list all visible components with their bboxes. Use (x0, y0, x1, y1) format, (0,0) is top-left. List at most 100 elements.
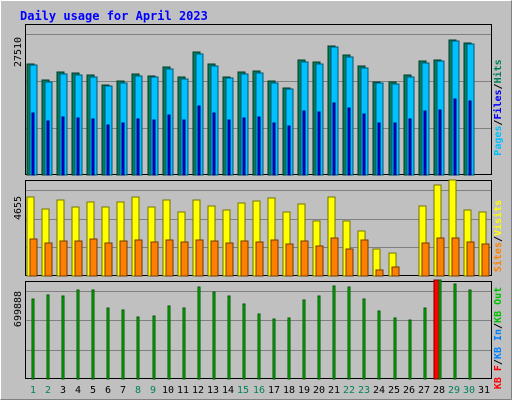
legend-entry-kb-in: KB In (493, 329, 504, 359)
legend-entry-sites: Sites (492, 242, 504, 272)
bar-sites-day-8 (134, 239, 143, 277)
bar-sites-day-24 (375, 269, 384, 277)
legend-separator: / (493, 359, 504, 365)
bar-sites-day-16 (255, 241, 264, 277)
bar-pages-day-5 (91, 118, 95, 176)
bar-sites-day-20 (315, 245, 324, 277)
legend-separator: / (493, 120, 504, 126)
bar-sites-day-23 (360, 239, 369, 277)
bar-pages-day-18 (287, 125, 291, 176)
bar-pages-day-17 (272, 122, 276, 176)
bar-sites-day-5 (89, 238, 98, 277)
bar-sites-day-30 (466, 241, 475, 277)
bar-pages-day-8 (136, 118, 140, 176)
day-label-4: 4 (75, 385, 81, 396)
legend-separator: / (493, 323, 504, 329)
bar-pages-day-4 (76, 117, 80, 176)
bar-pages-day-2 (46, 120, 50, 176)
day-label-18: 18 (283, 385, 295, 396)
bar-pages-day-22 (347, 107, 351, 176)
day-label-13: 13 (207, 385, 219, 396)
bar-kb-out-day-13 (212, 291, 216, 380)
bar-kb-out-day-1 (31, 298, 35, 380)
day-label-19: 19 (298, 385, 310, 396)
bar-sites-day-22 (345, 248, 354, 277)
day-label-1: 1 (30, 385, 36, 396)
day-label-31: 31 (478, 385, 490, 396)
bar-kb-out-day-16 (257, 313, 261, 380)
bar-sites-day-31 (481, 243, 490, 277)
bar-kb-out-day-22 (347, 286, 351, 380)
legend-entry-visits: Visits (492, 200, 504, 236)
bar-kb-out-day-5 (91, 289, 95, 380)
bar-sites-day-19 (300, 240, 309, 277)
bar-kb-out-day-19 (302, 299, 306, 380)
day-label-2: 2 (45, 385, 51, 396)
bar-sites-day-7 (119, 240, 128, 277)
day-label-21: 21 (328, 385, 340, 396)
legend-hits-files-pages: Pages/Files/Hits (492, 59, 504, 155)
bar-sites-day-25 (391, 266, 400, 277)
day-label-24: 24 (373, 385, 385, 396)
day-label-30: 30 (463, 385, 475, 396)
bar-pages-day-10 (167, 114, 171, 176)
bar-pages-day-15 (242, 117, 246, 176)
bar-kb-out-day-6 (106, 307, 110, 380)
day-label-10: 10 (162, 385, 174, 396)
chart-panels: 27510Pages/Files/Hits4655Sites/Visits699… (13, 24, 504, 389)
day-label-9: 9 (150, 385, 156, 396)
day-label-14: 14 (222, 385, 234, 396)
bar-pages-day-20 (317, 111, 321, 176)
bar-kb-out-day-28 (438, 279, 442, 380)
legend-visits-sites: Sites/Visits (492, 200, 504, 272)
bar-pages-day-13 (212, 112, 216, 176)
day-label-23: 23 (358, 385, 370, 396)
bar-sites-day-2 (44, 242, 53, 277)
bar-pages-day-16 (257, 116, 261, 176)
bar-kb-out-day-2 (46, 294, 50, 380)
bar-sites-day-14 (225, 242, 234, 277)
day-label-29: 29 (448, 385, 460, 396)
legend-kbin-kbout-kbf: KB F/KB In/KB Out (493, 287, 504, 389)
bar-kb-out-day-30 (468, 289, 472, 380)
bar-kb-out-day-26 (408, 319, 412, 380)
bar-sites-day-21 (330, 237, 339, 277)
bar-sites-day-11 (180, 241, 189, 277)
bar-kb-out-day-25 (393, 317, 397, 380)
bar-sites-day-15 (240, 240, 249, 277)
bar-pages-day-6 (106, 124, 110, 176)
bar-sites-day-6 (104, 242, 113, 277)
bar-pages-day-27 (423, 110, 427, 176)
day-label-7: 7 (120, 385, 126, 396)
y-axis-max-label: 27510 (13, 37, 24, 67)
day-label-22: 22 (343, 385, 355, 396)
bar-pages-day-24 (377, 122, 381, 176)
bar-pages-day-3 (61, 116, 65, 176)
bar-kb-out-day-17 (272, 318, 276, 380)
bar-kb-out-day-18 (287, 317, 291, 380)
day-label-5: 5 (90, 385, 96, 396)
legend-entry-pages: Pages (493, 126, 504, 156)
bar-pages-day-9 (152, 119, 156, 176)
bar-sites-day-13 (210, 240, 219, 277)
legend-entry-hits: Hits (492, 59, 504, 83)
bar-pages-day-11 (182, 119, 186, 176)
bar-kb-out-day-12 (197, 286, 201, 380)
bar-kb-out-day-3 (61, 295, 65, 380)
bar-pages-day-12 (197, 105, 201, 176)
day-label-3: 3 (60, 385, 66, 396)
bar-sites-day-17 (270, 239, 279, 277)
bar-kb-out-day-10 (167, 305, 171, 380)
day-label-15: 15 (237, 385, 249, 396)
bar-pages-day-21 (332, 102, 336, 176)
panel-visits-sites: 4655 Sites/Visits (13, 179, 504, 277)
bar-kb-out-day-15 (242, 303, 246, 380)
x-axis-day-labels: 1 2 3 4 5 6 7 8 9 10 11 12 13 14 15 16 17 18 19 20 21 22 23 24 2… (30, 385, 490, 396)
bar-pages-day-25 (393, 122, 397, 176)
bar-sites-day-10 (165, 239, 174, 277)
bar-kb-out-day-23 (362, 298, 366, 380)
bar-kb-out-day-14 (227, 295, 231, 380)
bar-pages-day-7 (121, 122, 125, 176)
